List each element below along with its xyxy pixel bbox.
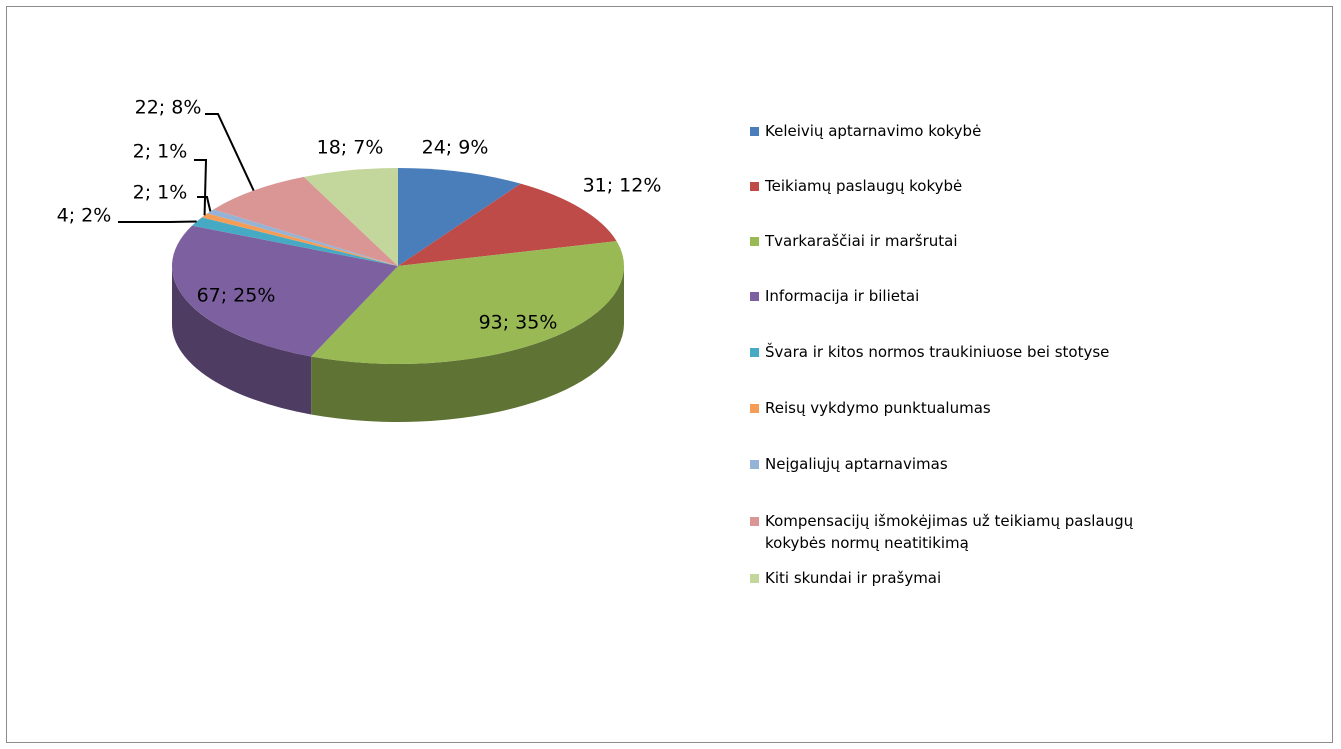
data-label: 67; 25%: [197, 285, 276, 307]
legend-item: Reisų vykdymo punktualumas: [750, 397, 991, 419]
legend-swatch: [750, 182, 759, 191]
slice: [192, 217, 398, 266]
slice: [398, 168, 521, 266]
data-label: 93; 35%: [479, 312, 558, 334]
legend-label: Informacija ir bilietai: [765, 287, 920, 305]
leader-line: [205, 113, 255, 192]
legend-label: Švara ir kitos normos traukiniuose bei s…: [765, 343, 1110, 361]
legend-item: Tvarkaraščiai ir maršrutai: [750, 230, 958, 252]
data-label: 2; 1%: [133, 141, 188, 163]
legend-label: Reisų vykdymo punktualumas: [765, 399, 991, 417]
legend-swatch: [750, 404, 759, 413]
legend-swatch: [750, 460, 759, 469]
legend-swatch: [750, 517, 759, 526]
legend-item: Neįgaliųjų aptarnavimas: [750, 453, 948, 475]
slice: [171, 225, 398, 357]
data-label: 24; 9%: [422, 137, 489, 159]
data-label: 2; 1%: [133, 182, 188, 204]
legend-item: Teikiamų paslaugų kokybė: [750, 175, 962, 197]
pie-sides: [171, 266, 624, 422]
legend-item: Kompensacijų išmokėjimas už teikiamų pas…: [750, 510, 1165, 554]
slice-side: [171, 266, 312, 415]
chart-frame: [6, 6, 1333, 743]
legend-swatch: [750, 348, 759, 357]
leader-line: [197, 196, 212, 212]
legend-item: Keleivių aptarnavimo kokybė: [750, 120, 981, 142]
legend-label: Tvarkaraščiai ir maršrutai: [765, 232, 958, 250]
legend-label: Keleivių aptarnavimo kokybė: [765, 122, 982, 140]
leader-line: [118, 220, 197, 223]
leader-line: [194, 159, 208, 216]
legend-label: Neįgaliųjų aptarnavimas: [765, 455, 948, 473]
legend-swatch: [750, 292, 759, 301]
data-label: 4; 2%: [57, 205, 112, 227]
slice: [201, 213, 398, 266]
slice: [398, 183, 617, 266]
legend-swatch: [750, 574, 759, 583]
slice: [213, 176, 398, 266]
slice: [207, 209, 398, 266]
legend-item: Informacija ir bilietai: [750, 285, 919, 307]
slice: [303, 168, 398, 266]
legend-swatch: [750, 127, 759, 136]
legend-label: Kompensacijų išmokėjimas už teikiamų pas…: [765, 512, 1134, 552]
legend-label: Teikiamų paslaugų kokybė: [765, 177, 963, 195]
pie-plot: 24; 9% 31; 12% 93; 35% 67; 25% 4; 2% 2; 1% 2; …: [57, 97, 662, 422]
data-label: 18; 7%: [317, 137, 384, 159]
slice-side: [311, 266, 624, 422]
legend-item: Švara ir kitos normos traukiniuose bei s…: [750, 341, 1109, 363]
legend-item: Kiti skundai ir prašymai: [750, 567, 941, 589]
data-label: 22; 8%: [135, 97, 202, 119]
slice: [311, 241, 624, 364]
legend-label: Kiti skundai ir prašymai: [765, 569, 942, 587]
legend-swatch: [750, 237, 759, 246]
data-label: 31; 12%: [583, 175, 662, 197]
